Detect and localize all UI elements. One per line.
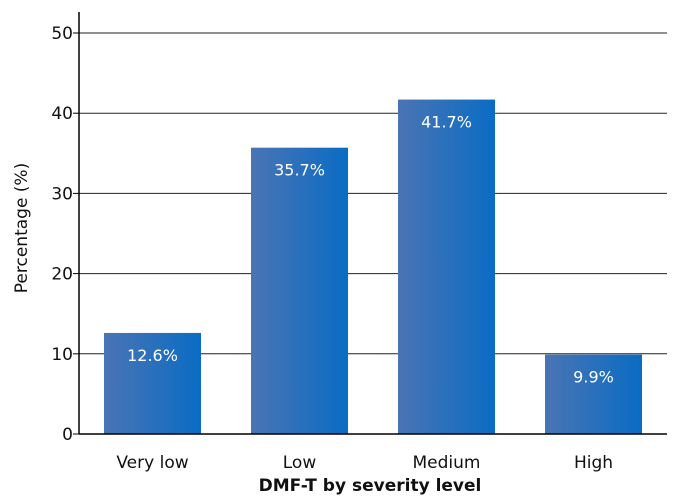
gridlines bbox=[79, 32, 667, 355]
y-tick-label: 10 bbox=[51, 345, 73, 365]
axes bbox=[78, 12, 667, 435]
x-tick-label: Low bbox=[283, 453, 317, 473]
data-label: 35.7% bbox=[274, 161, 325, 180]
y-tick-label: 40 bbox=[51, 104, 73, 124]
x-tick-label: Medium bbox=[413, 453, 481, 473]
data-label: 41.7% bbox=[421, 113, 472, 132]
bars bbox=[104, 99, 642, 434]
bar-medium bbox=[398, 99, 495, 434]
x-tick-labels: Very low Low Medium High bbox=[116, 453, 613, 473]
x-tick-label: Very low bbox=[116, 453, 188, 473]
bar-low bbox=[251, 147, 348, 434]
y-tick-label: 0 bbox=[62, 425, 73, 445]
y-tick-label: 30 bbox=[51, 184, 73, 204]
y-tick-label: 20 bbox=[51, 265, 73, 285]
y-tick-label: 50 bbox=[51, 24, 73, 44]
data-labels: 12.6% 35.7% 41.7% 9.9% bbox=[127, 113, 614, 387]
x-tick-label: High bbox=[574, 453, 613, 473]
bar-very-low bbox=[104, 332, 201, 434]
y-tick-labels: 0 10 20 30 40 50 bbox=[51, 24, 79, 445]
bar-high bbox=[545, 354, 642, 434]
y-axis-title: Percentage (%) bbox=[12, 163, 32, 293]
x-axis-title: DMF-T by severity level bbox=[259, 476, 482, 496]
data-label: 9.9% bbox=[573, 368, 614, 387]
data-label: 12.6% bbox=[127, 346, 178, 365]
